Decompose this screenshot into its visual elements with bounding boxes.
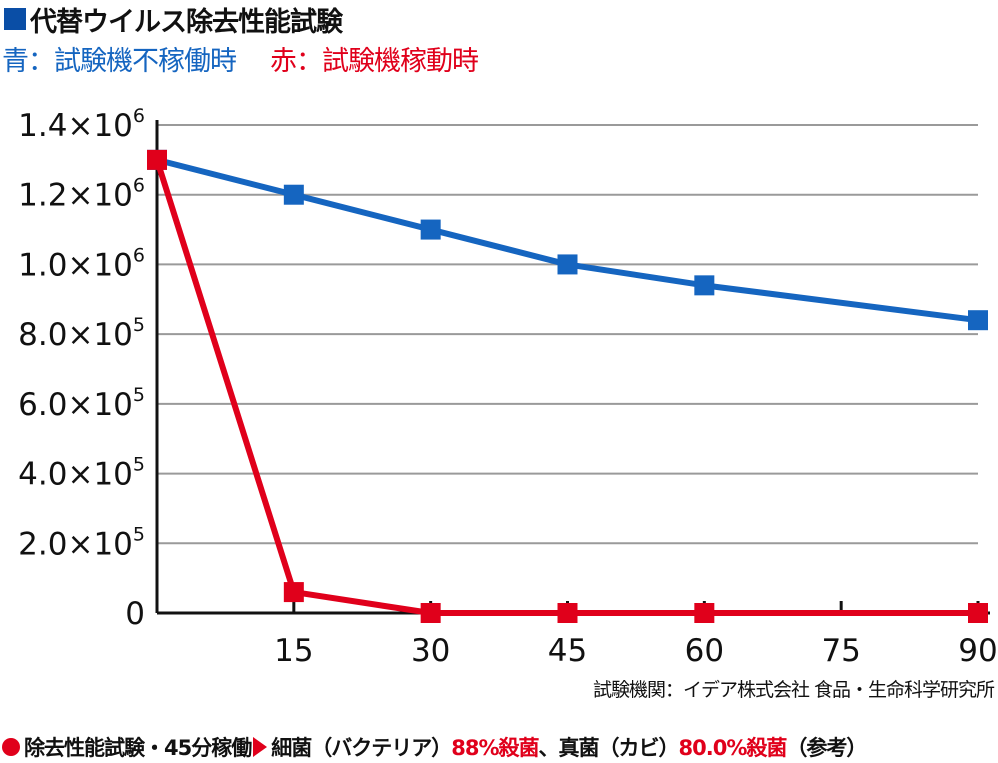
title-row: 代替ウイルス除去性能試験 xyxy=(4,2,343,38)
x-tick-label: 60 xyxy=(685,633,724,669)
legend-blue: 青：試験機不稼働時 xyxy=(2,45,237,77)
footer-fungi: 、真菌（カビ） xyxy=(538,736,680,760)
y-tick-label: 1.2×106 xyxy=(18,175,145,214)
data-point xyxy=(968,603,988,623)
legend: 青：試験機不稼働時 赤：試験機稼動時 xyxy=(2,40,479,77)
y-tick-label: 0 xyxy=(125,596,145,632)
y-tick-label: 6.0×105 xyxy=(18,384,145,423)
title-square-icon xyxy=(4,8,26,30)
x-tick-label: 45 xyxy=(548,633,587,669)
footer-test: 除去性能試験・45分稼働 xyxy=(24,736,252,760)
data-point xyxy=(968,310,988,331)
data-point xyxy=(283,582,304,603)
series-line-1 xyxy=(154,158,978,616)
footer-fungi-rate: 80.0%殺菌 xyxy=(678,736,788,760)
series-line-0 xyxy=(156,156,979,324)
arrow-right-icon xyxy=(253,737,268,757)
y-tick-label: 8.0×105 xyxy=(18,314,145,353)
footer-bacteria-rate: 88%殺菌 xyxy=(451,736,539,760)
data-point xyxy=(694,603,715,623)
y-tick-label: 2.0×105 xyxy=(18,523,145,562)
legend-red: 赤：試験機稼動時 xyxy=(270,45,479,77)
y-tick-label: 4.0×105 xyxy=(18,454,145,493)
data-point xyxy=(694,275,715,296)
data-point xyxy=(420,219,441,240)
data-point xyxy=(147,149,167,170)
y-tick-label: 1.0×106 xyxy=(18,244,145,283)
source-note: 試験機関：イデア株式会社 食品・生命科学研究所 xyxy=(592,679,995,701)
footer-bacteria: 細菌（バクテリア） xyxy=(271,736,452,760)
data-point xyxy=(557,254,578,275)
footer-reference: （参考） xyxy=(786,736,867,760)
line-chart: 0 2.0×105 4.0×105 6.0×105 8.0×105 1.0×106 1.2×… xyxy=(18,105,998,669)
x-tick-label: 90 xyxy=(958,633,997,669)
y-tick-label: 1.4×106 xyxy=(18,105,145,144)
chart-title: 代替ウイルス除去性能試験 xyxy=(30,6,343,38)
x-tick-label: 75 xyxy=(821,633,860,669)
data-point xyxy=(557,603,578,623)
x-tick-label: 30 xyxy=(411,633,450,669)
data-point xyxy=(283,184,304,205)
red-dot-icon xyxy=(2,738,20,756)
footer-note: 除去性能試験・45分稼働 細菌（バクテリア） 88%殺菌 、真菌（カビ） 80.… xyxy=(2,732,867,762)
data-point xyxy=(420,603,441,623)
x-tick-label: 15 xyxy=(274,633,313,669)
